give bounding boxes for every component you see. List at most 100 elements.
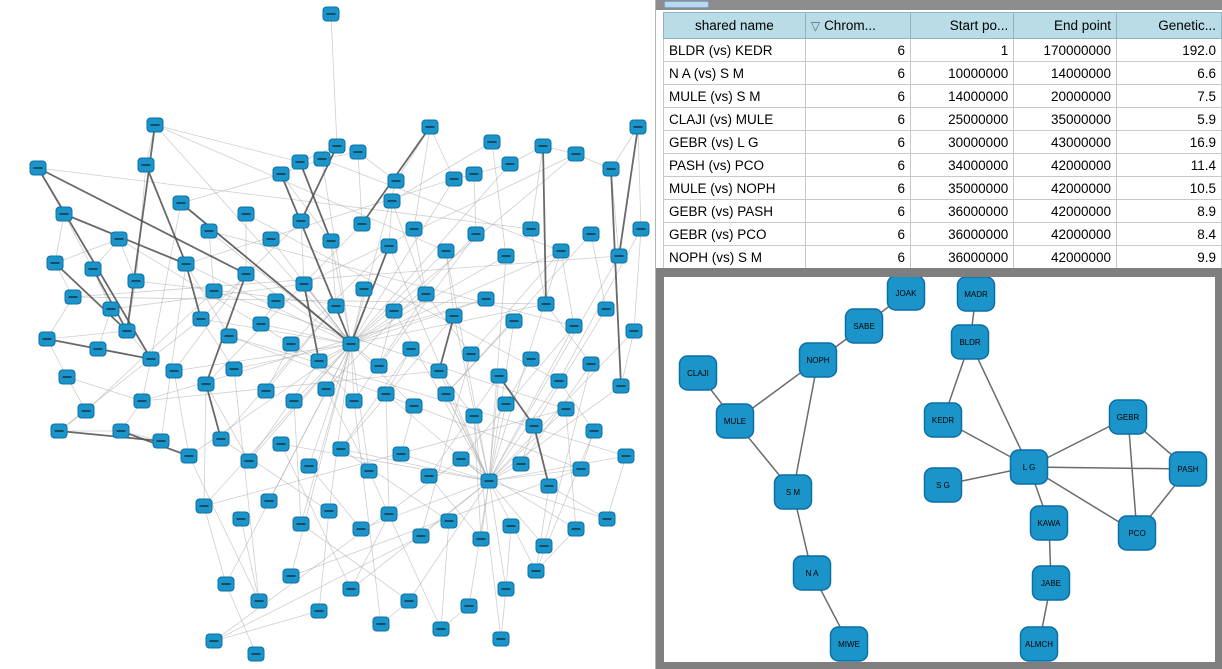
table-row[interactable]: GEBR (vs) L G 6 30000000 43000000 16.9 — [663, 130, 1222, 154]
column-header[interactable]: Start po... — [910, 12, 1015, 39]
table-cell[interactable]: 35000000 — [910, 176, 1015, 200]
network-edge[interactable] — [1127, 416, 1138, 534]
edge-attribute-table[interactable]: shared name ▽ Chrom... Start po... End point… — [663, 12, 1222, 269]
table-cell[interactable]: CLAJI (vs) MULE — [663, 107, 806, 131]
network-node[interactable] — [829, 626, 869, 662]
table-cell[interactable]: 6.6 — [1116, 61, 1222, 85]
table-cell[interactable]: 6 — [804, 176, 912, 200]
table-cell[interactable]: 6 — [804, 84, 912, 108]
table-row[interactable]: NOPH (vs) S M 6 36000000 42000000 9.9 — [663, 245, 1222, 269]
table-cell[interactable]: 10000000 — [910, 61, 1015, 85]
table-cell[interactable]: 6 — [804, 153, 912, 177]
table-row[interactable]: GEBR (vs) PCO 6 36000000 42000000 8.4 — [663, 222, 1222, 246]
table-row[interactable]: CLAJI (vs) MULE 6 25000000 35000000 5.9 — [663, 107, 1222, 131]
network-node[interactable] — [798, 342, 838, 378]
table-cell[interactable]: MULE (vs) S M — [663, 84, 806, 108]
table-cell[interactable]: 25000000 — [910, 107, 1015, 131]
network-node[interactable] — [956, 277, 996, 312]
table-cell[interactable]: 11.4 — [1116, 153, 1222, 177]
table-cell[interactable]: 30000000 — [910, 130, 1015, 154]
table-cell[interactable]: 6 — [804, 38, 912, 62]
table-cell[interactable]: 20000000 — [1013, 84, 1118, 108]
table-row[interactable]: PASH (vs) PCO 6 34000000 42000000 11.4 — [663, 153, 1222, 177]
filter-icon[interactable]: ▽ — [810, 19, 821, 33]
table-cell[interactable]: 36000000 — [910, 245, 1015, 269]
table-cell[interactable]: PASH (vs) PCO — [663, 153, 806, 177]
network-edge[interactable] — [969, 341, 1030, 468]
network-edge — [505, 525, 512, 590]
table-cell[interactable]: 42000000 — [1013, 245, 1118, 269]
network-edge[interactable] — [1028, 466, 1189, 470]
network-edge[interactable] — [792, 359, 819, 493]
column-header[interactable]: shared name — [663, 12, 806, 39]
table-cell[interactable]: NOPH (vs) S M — [663, 245, 806, 269]
network-node[interactable] — [923, 402, 963, 438]
table-cell[interactable]: 6 — [804, 130, 912, 154]
table-cell[interactable]: 16.9 — [1116, 130, 1222, 154]
network-edge — [438, 315, 455, 372]
sub-network-canvas[interactable]: JOAK SABE NOPH CLAJI MULE MADR BLDR KEDR GEBR L G… — [664, 277, 1215, 662]
network-node[interactable] — [1108, 399, 1148, 435]
network-node[interactable] — [1031, 565, 1071, 601]
network-node[interactable] — [923, 467, 963, 503]
network-node[interactable] — [1019, 626, 1059, 662]
network-node[interactable] — [1168, 451, 1208, 487]
table-row[interactable]: BLDR (vs) KEDR 6 1 170000000 192.0 — [663, 38, 1222, 62]
main-network-view[interactable] — [0, 0, 655, 669]
table-cell[interactable]: 10.5 — [1116, 176, 1222, 200]
table-cell[interactable]: 5.9 — [1116, 107, 1222, 131]
table-row[interactable]: MULE (vs) NOPH 6 35000000 42000000 10.5 — [663, 176, 1222, 200]
table-cell[interactable]: 6 — [804, 245, 912, 269]
table-row[interactable]: N A (vs) S M 6 10000000 14000000 6.6 — [663, 61, 1222, 85]
table-cell[interactable]: 34000000 — [910, 153, 1015, 177]
table-cell[interactable]: GEBR (vs) PASH — [663, 199, 806, 223]
network-node[interactable] — [844, 308, 884, 344]
table-cell[interactable]: 6 — [804, 61, 912, 85]
network-node[interactable] — [678, 355, 718, 391]
node-label-glyph — [569, 325, 579, 327]
network-node[interactable] — [886, 277, 926, 311]
table-cell[interactable]: 42000000 — [1013, 222, 1118, 246]
table-cell[interactable]: 9.9 — [1116, 245, 1222, 269]
table-cell[interactable]: 192.0 — [1116, 38, 1222, 62]
main-network-canvas[interactable] — [0, 0, 655, 669]
table-cell[interactable]: BLDR (vs) KEDR — [663, 38, 806, 62]
table-cell[interactable]: 42000000 — [1013, 176, 1118, 200]
table-row[interactable]: MULE (vs) S M 6 14000000 20000000 7.5 — [663, 84, 1222, 108]
sub-network-view[interactable]: JOAK SABE NOPH CLAJI MULE MADR BLDR KEDR GEBR L G… — [664, 277, 1215, 662]
table-cell[interactable]: 43000000 — [1013, 130, 1118, 154]
network-node[interactable] — [715, 403, 755, 439]
table-cell[interactable]: GEBR (vs) PCO — [663, 222, 806, 246]
column-header[interactable]: End point — [1013, 12, 1118, 39]
table-cell[interactable]: 35000000 — [1013, 107, 1118, 131]
network-edge — [340, 448, 490, 482]
table-cell[interactable]: 42000000 — [1013, 199, 1118, 223]
network-node[interactable] — [1117, 515, 1157, 551]
table-cell[interactable]: 6 — [804, 222, 912, 246]
table-cell[interactable]: N A (vs) S M — [663, 61, 806, 85]
table-cell[interactable]: 36000000 — [910, 222, 1015, 246]
table-scrollbar[interactable] — [656, 0, 1222, 10]
table-cell[interactable]: GEBR (vs) L G — [663, 130, 806, 154]
table-cell[interactable]: 36000000 — [910, 199, 1015, 223]
column-header[interactable]: Genetic... — [1116, 12, 1222, 39]
table-cell[interactable]: 6 — [804, 107, 912, 131]
network-node[interactable] — [773, 474, 813, 510]
table-cell[interactable]: 6 — [804, 199, 912, 223]
table-cell[interactable]: MULE (vs) NOPH — [663, 176, 806, 200]
table-cell[interactable]: 170000000 — [1013, 38, 1118, 62]
table-cell[interactable]: 42000000 — [1013, 153, 1118, 177]
table-cell[interactable]: 8.9 — [1116, 199, 1222, 223]
table-cell[interactable]: 1 — [910, 38, 1015, 62]
table-row[interactable]: GEBR (vs) PASH 6 36000000 42000000 8.9 — [663, 199, 1222, 223]
table-cell[interactable]: 8.4 — [1116, 222, 1222, 246]
network-node[interactable] — [792, 555, 832, 591]
table-cell[interactable]: 7.5 — [1116, 84, 1222, 108]
network-node[interactable] — [1029, 505, 1069, 541]
network-node[interactable] — [950, 324, 990, 360]
table-cell[interactable]: 14000000 — [910, 84, 1015, 108]
scrollbar-thumb[interactable] — [664, 1, 709, 8]
table-cell[interactable]: 14000000 — [1013, 61, 1118, 85]
column-header[interactable]: ▽ Chrom... — [804, 12, 912, 39]
network-node[interactable] — [1009, 449, 1049, 485]
